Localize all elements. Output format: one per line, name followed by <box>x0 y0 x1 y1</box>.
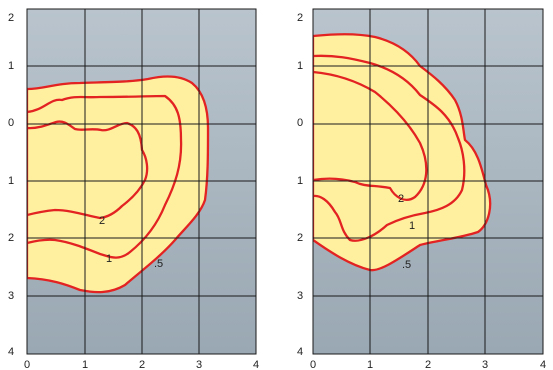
left-x-tick: 2 <box>139 359 145 370</box>
right-y-tick: 0 <box>297 117 303 129</box>
right-y-tick: 1 <box>297 60 303 72</box>
left-contour-label-05: .5 <box>154 258 163 270</box>
left-one-contour <box>27 94 183 259</box>
right-y-tick: 2 <box>297 12 303 24</box>
left-x-tick: 0 <box>24 359 30 370</box>
right-contour-label-1: 1 <box>409 220 415 232</box>
left-contour-label-1: 1 <box>106 253 112 265</box>
left-y-tick: 2 <box>8 232 14 244</box>
right-one-contour <box>313 54 466 242</box>
left-y-tick: 1 <box>8 175 14 187</box>
right-x-tick: 2 <box>425 359 431 370</box>
right-y-tick: 1 <box>297 175 303 187</box>
left-y-axis-ticks: 2 1 0 1 2 3 4 <box>8 12 14 358</box>
right-x-axis-ticks: 0 1 2 3 4 <box>310 359 546 370</box>
right-x-tick: 3 <box>482 359 488 370</box>
right-x-tick: 1 <box>367 359 373 370</box>
right-two-contour <box>313 70 428 201</box>
left-x-tick: 4 <box>253 359 259 370</box>
right-y-tick: 2 <box>297 232 303 244</box>
left-contour-label-2: 2 <box>99 215 105 227</box>
right-contour-label-05: .5 <box>402 259 411 271</box>
right-y-axis-ticks: 2 1 0 1 2 3 4 <box>297 12 303 358</box>
right-plume-half-contour <box>313 33 492 272</box>
left-y-tick: 1 <box>8 60 14 72</box>
left-y-tick: 3 <box>8 290 14 302</box>
right-x-tick: 0 <box>310 359 316 370</box>
left-y-tick: 0 <box>8 117 14 129</box>
right-plot-frame <box>312 8 544 355</box>
right-y-tick: 4 <box>297 346 303 358</box>
left-y-tick: 2 <box>8 12 14 24</box>
left-x-tick: 1 <box>82 359 88 370</box>
left-x-axis-ticks: 0 1 2 3 4 <box>24 359 259 370</box>
left-x-tick: 3 <box>196 359 202 370</box>
right-panel: 2 1 .5 2 1 0 1 2 3 4 0 1 2 3 4 <box>297 8 546 370</box>
right-y-tick: 3 <box>297 290 303 302</box>
left-y-tick: 4 <box>8 346 14 358</box>
left-panel: 2 1 .5 2 1 0 1 2 3 4 0 1 2 3 4 <box>8 8 259 370</box>
left-plot-frame <box>26 8 257 355</box>
right-x-tick: 4 <box>540 359 546 370</box>
right-contour-label-2: 2 <box>398 193 404 205</box>
